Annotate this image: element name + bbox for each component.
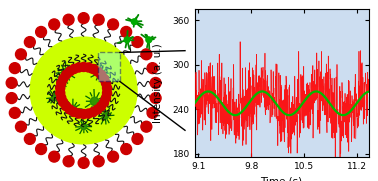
Circle shape	[108, 151, 119, 162]
Circle shape	[57, 93, 66, 102]
Circle shape	[147, 108, 158, 118]
Circle shape	[9, 108, 20, 118]
Circle shape	[121, 26, 132, 37]
Circle shape	[49, 151, 60, 162]
Circle shape	[96, 69, 104, 76]
Circle shape	[30, 37, 137, 144]
Circle shape	[147, 63, 158, 73]
Circle shape	[62, 70, 71, 79]
Circle shape	[69, 105, 76, 112]
Circle shape	[78, 157, 89, 168]
Circle shape	[25, 134, 35, 144]
Circle shape	[102, 113, 108, 119]
Circle shape	[108, 19, 119, 30]
Circle shape	[150, 77, 161, 88]
Circle shape	[102, 93, 110, 102]
Circle shape	[9, 63, 20, 73]
Circle shape	[62, 102, 71, 111]
Circle shape	[6, 93, 17, 104]
Circle shape	[93, 105, 102, 114]
Circle shape	[102, 89, 112, 98]
Circle shape	[93, 67, 102, 76]
Circle shape	[84, 63, 93, 72]
Y-axis label: Intensity (a. u.): Intensity (a. u.)	[153, 43, 163, 123]
Circle shape	[57, 79, 66, 88]
Circle shape	[132, 134, 143, 144]
Circle shape	[36, 144, 46, 155]
X-axis label: Time (s): Time (s)	[260, 177, 303, 181]
Circle shape	[121, 144, 132, 155]
Circle shape	[89, 108, 98, 117]
Circle shape	[59, 77, 65, 82]
Circle shape	[59, 74, 68, 83]
Circle shape	[15, 121, 26, 132]
Circle shape	[97, 70, 106, 79]
Circle shape	[52, 95, 58, 101]
Circle shape	[93, 14, 104, 25]
Circle shape	[146, 37, 152, 43]
Circle shape	[70, 108, 79, 117]
Circle shape	[36, 26, 46, 37]
Circle shape	[99, 74, 108, 83]
Circle shape	[141, 49, 152, 60]
Circle shape	[59, 98, 68, 107]
Circle shape	[150, 93, 161, 104]
Circle shape	[65, 105, 74, 114]
Circle shape	[141, 121, 152, 132]
Circle shape	[65, 67, 74, 76]
Circle shape	[132, 19, 137, 25]
Circle shape	[97, 102, 106, 111]
Circle shape	[78, 13, 89, 24]
Circle shape	[63, 14, 74, 25]
Circle shape	[79, 110, 88, 119]
Circle shape	[102, 79, 110, 88]
Circle shape	[74, 63, 83, 72]
Circle shape	[74, 109, 83, 118]
Circle shape	[56, 83, 65, 92]
Circle shape	[79, 62, 88, 71]
Bar	[98, 52, 120, 81]
Circle shape	[63, 156, 74, 167]
Circle shape	[84, 109, 93, 118]
Circle shape	[124, 37, 130, 43]
Circle shape	[99, 98, 108, 107]
Circle shape	[25, 37, 35, 47]
Circle shape	[49, 19, 60, 30]
Circle shape	[62, 69, 69, 76]
Circle shape	[15, 49, 26, 60]
Circle shape	[132, 37, 143, 47]
Circle shape	[6, 77, 17, 88]
Circle shape	[102, 83, 112, 92]
Circle shape	[89, 64, 98, 73]
Circle shape	[90, 97, 99, 106]
Circle shape	[93, 156, 104, 167]
Circle shape	[56, 89, 65, 98]
Circle shape	[70, 64, 79, 73]
Circle shape	[81, 124, 87, 130]
